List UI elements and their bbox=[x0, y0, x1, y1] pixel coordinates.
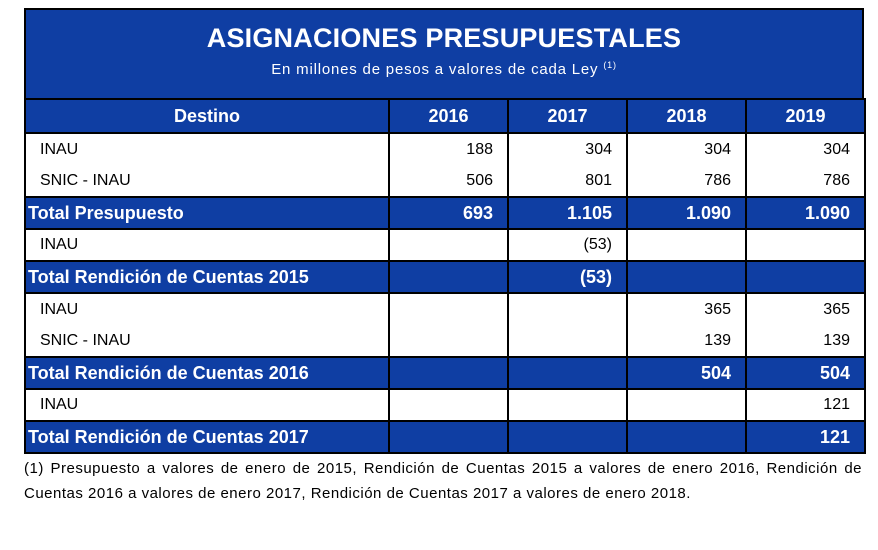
table-row: SNIC - INAU 506 801 786 786 bbox=[24, 165, 866, 197]
row-destino-cell: INAU bbox=[24, 228, 390, 261]
table-row: INAU 188 304 304 304 bbox=[24, 132, 866, 165]
value-cell-2016 bbox=[388, 228, 509, 261]
page-title: ASIGNACIONES PRESUPUESTALES bbox=[206, 23, 682, 53]
value-cell-2019: 139 bbox=[745, 325, 866, 357]
value-cell-2016 bbox=[388, 356, 509, 390]
value-cell-2016 bbox=[388, 325, 509, 357]
value-cell-2017: 304 bbox=[507, 132, 628, 165]
column-header-row: Destino 2016 2017 2018 2019 bbox=[24, 98, 866, 134]
value-cell-2018: 304 bbox=[626, 132, 747, 165]
value-cell-2016: 693 bbox=[388, 196, 509, 230]
value-cell-2019: 504 bbox=[745, 356, 866, 390]
row-destino-cell: INAU bbox=[24, 132, 390, 165]
value-cell-2017 bbox=[507, 356, 628, 390]
row-destino-cell: SNIC - INAU bbox=[24, 325, 390, 357]
value-cell-2018: 139 bbox=[626, 325, 747, 357]
row-destino-cell: Total Presupuesto bbox=[24, 196, 390, 230]
table-row: INAU 121 bbox=[24, 388, 866, 421]
value-cell-2017 bbox=[507, 292, 628, 325]
total-row: Total Rendición de Cuentas 2016 504 504 bbox=[24, 356, 866, 390]
value-cell-2019: 786 bbox=[745, 165, 866, 197]
value-cell-2019: 121 bbox=[745, 420, 866, 454]
value-cell-2019: 304 bbox=[745, 132, 866, 165]
value-cell-2017 bbox=[507, 325, 628, 357]
value-cell-2017: 801 bbox=[507, 165, 628, 197]
value-cell-2017 bbox=[507, 388, 628, 421]
row-destino-cell: Total Rendición de Cuentas 2016 bbox=[24, 356, 390, 390]
value-cell-2018: 1.090 bbox=[626, 196, 747, 230]
total-row: Total Rendición de Cuentas 2017 121 bbox=[24, 420, 866, 454]
value-cell-2018: 786 bbox=[626, 165, 747, 197]
budget-table-container: ASIGNACIONES PRESUPUESTALES En millones … bbox=[24, 8, 866, 454]
value-cell-2016 bbox=[388, 292, 509, 325]
value-cell-2019: 121 bbox=[745, 388, 866, 421]
value-cell-2019: 365 bbox=[745, 292, 866, 325]
subtitle-text: En millones de pesos a valores de cada L… bbox=[271, 61, 599, 78]
value-cell-2018: 365 bbox=[626, 292, 747, 325]
value-cell-2019 bbox=[745, 260, 866, 294]
value-cell-2019 bbox=[745, 228, 866, 261]
table-header: ASIGNACIONES PRESUPUESTALES En millones … bbox=[24, 8, 864, 98]
page-subtitle: En millones de pesos a valores de cada L… bbox=[26, 60, 862, 78]
value-cell-2016 bbox=[388, 388, 509, 421]
column-header-2016: 2016 bbox=[388, 98, 509, 134]
value-cell-2016: 188 bbox=[388, 132, 509, 165]
row-destino-cell: INAU bbox=[24, 388, 390, 421]
table-row: INAU (53) bbox=[24, 228, 866, 261]
total-row: Total Presupuesto 693 1.105 1.090 1.090 bbox=[24, 196, 866, 230]
value-cell-2016: 506 bbox=[388, 165, 509, 197]
footnote: (1) Presupuesto a valores de enero de 20… bbox=[24, 460, 862, 502]
row-destino-cell: INAU bbox=[24, 292, 390, 325]
value-cell-2018 bbox=[626, 388, 747, 421]
value-cell-2018 bbox=[626, 228, 747, 261]
value-cell-2018 bbox=[626, 260, 747, 294]
value-cell-2017: 1.105 bbox=[507, 196, 628, 230]
row-destino-cell: SNIC - INAU bbox=[24, 165, 390, 197]
column-header-2018: 2018 bbox=[626, 98, 747, 134]
row-destino-cell: Total Rendición de Cuentas 2015 bbox=[24, 260, 390, 294]
subtitle-footnote-ref: (1) bbox=[603, 60, 617, 70]
column-header-destino: Destino bbox=[24, 98, 390, 134]
value-cell-2017: (53) bbox=[507, 228, 628, 261]
value-cell-2018: 504 bbox=[626, 356, 747, 390]
value-cell-2019: 1.090 bbox=[745, 196, 866, 230]
budget-table: Destino 2016 2017 2018 2019 INAU 188 304 30… bbox=[24, 98, 866, 454]
value-cell-2016 bbox=[388, 420, 509, 454]
total-row: Total Rendición de Cuentas 2015 (53) bbox=[24, 260, 866, 294]
value-cell-2016 bbox=[388, 260, 509, 294]
column-header-2019: 2019 bbox=[745, 98, 866, 134]
value-cell-2018 bbox=[626, 420, 747, 454]
value-cell-2017 bbox=[507, 420, 628, 454]
row-destino-cell: Total Rendición de Cuentas 2017 bbox=[24, 420, 390, 454]
table-row: SNIC - INAU 139 139 bbox=[24, 325, 866, 357]
table-body: INAU 188 304 304 304 SNIC - INAU 506 801 786 786 T… bbox=[24, 132, 866, 454]
column-header-2017: 2017 bbox=[507, 98, 628, 134]
value-cell-2017: (53) bbox=[507, 260, 628, 294]
table-row: INAU 365 365 bbox=[24, 292, 866, 325]
